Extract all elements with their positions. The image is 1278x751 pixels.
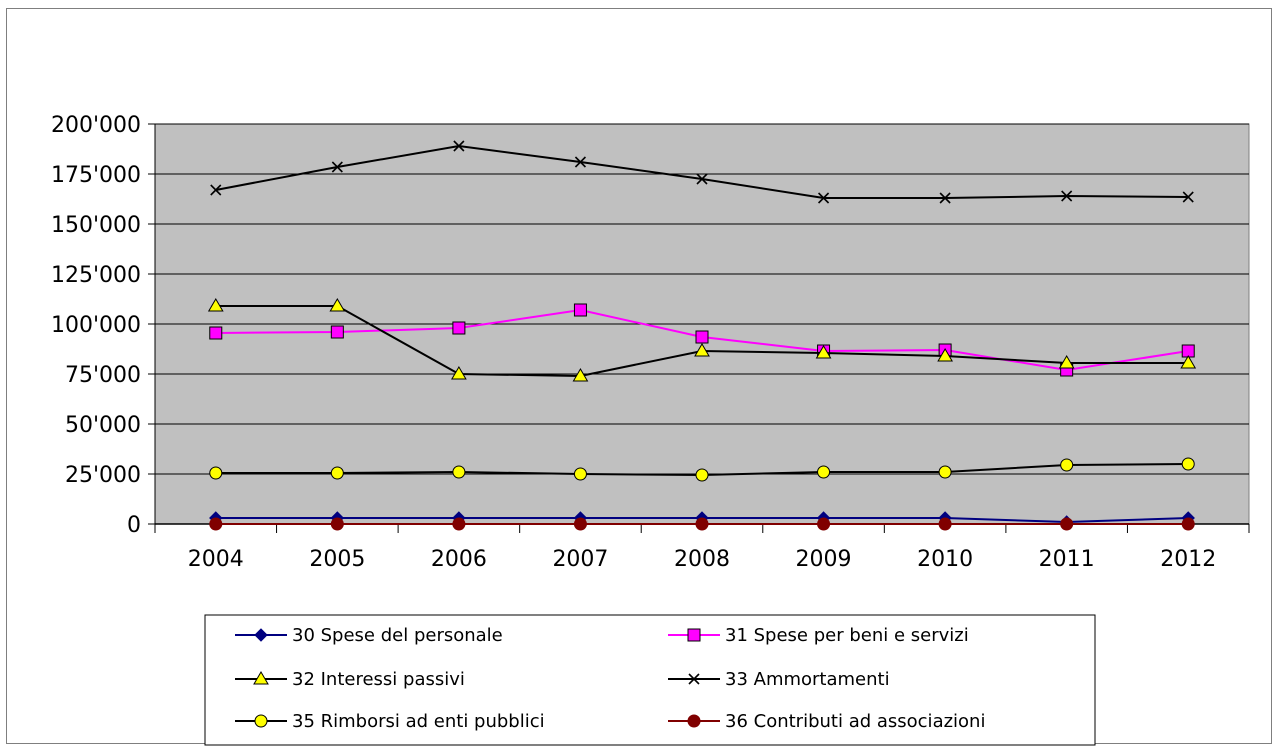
marker-stroke: [453, 140, 465, 152]
x-tick-label: 2008: [674, 547, 730, 572]
y-tick-label: 75'000: [65, 363, 141, 388]
marker-stroke: [210, 184, 222, 196]
series-group: [207, 140, 1197, 531]
y-tick-label: 100'000: [51, 313, 141, 338]
marker-stroke: [688, 673, 700, 685]
legend-marker: [254, 714, 268, 728]
marker-stroke: [696, 173, 708, 185]
data-point: [210, 184, 222, 196]
data-point: [452, 465, 466, 479]
x-tick-label: 2007: [552, 547, 608, 572]
legend-marker: [687, 628, 701, 642]
y-tick-label: 200'000: [51, 113, 141, 138]
data-point: [696, 173, 708, 185]
data-point: [1058, 355, 1075, 369]
series-3: [207, 298, 1197, 382]
gridlines: [155, 123, 1249, 475]
data-point: [817, 517, 831, 531]
series-6: [209, 517, 1195, 531]
data-point: [209, 326, 223, 340]
legend: 30 Spese del personale 31 Spese per beni …: [204, 614, 1096, 746]
data-point: [1180, 355, 1197, 369]
data-point: [573, 517, 587, 531]
data-point: [817, 192, 830, 204]
data-point: [1181, 457, 1195, 471]
series-5: [209, 457, 1195, 482]
y-tick-label: 150'000: [51, 213, 141, 238]
marker-stroke: [574, 156, 587, 168]
legend-box: [204, 614, 1096, 746]
data-point: [330, 325, 344, 339]
y-tick-labels: 0 25'000 50'000 75'000 100'000 125'000 150'000…: [51, 113, 141, 538]
legend-item: 35 Rimborsi ad enti pubblici: [235, 711, 545, 732]
data-point: [330, 517, 344, 531]
legend-marker: [254, 628, 268, 642]
data-point: [574, 156, 587, 168]
x-tick-label: 2009: [796, 547, 852, 572]
data-point: [817, 465, 831, 479]
data-point: [453, 140, 465, 152]
legend-item: 30 Spese del personale: [235, 625, 503, 646]
data-point: [452, 517, 466, 531]
y-tick-label: 175'000: [51, 163, 141, 188]
legend-item: 31 Spese per beni e servizi: [668, 625, 969, 646]
data-point: [1182, 191, 1194, 203]
data-point: [329, 298, 346, 312]
x-tick-labels: 2004 2005 2006 2007 2008 2009 2010 2011 2012: [188, 547, 1216, 572]
y-tick-label: 0: [127, 513, 141, 538]
data-point: [695, 468, 709, 482]
legend-label: 35 Rimborsi ad enti pubblici: [292, 711, 545, 732]
legend-marker: [688, 673, 700, 685]
data-point: [452, 321, 466, 335]
data-point: [451, 366, 467, 380]
legend-item: 33 Ammortamenti: [668, 669, 890, 690]
series-2: [209, 303, 1195, 377]
marker-stroke: [331, 161, 343, 173]
data-point: [1181, 517, 1195, 531]
data-point: [694, 343, 710, 357]
data-point: [331, 161, 343, 173]
legend-label: 31 Spese per beni e servizi: [725, 625, 969, 646]
marker-stroke: [1182, 191, 1194, 203]
x-tick-label: 2006: [431, 547, 487, 572]
data-point: [207, 298, 224, 312]
x-tick-label: 2010: [917, 547, 973, 572]
data-point: [1060, 517, 1074, 531]
y-tick-label: 25'000: [65, 463, 141, 488]
series-4: [210, 140, 1194, 204]
marker-stroke: [817, 192, 830, 204]
data-point: [209, 466, 223, 480]
legend-item: 32 Interessi passivi: [235, 669, 465, 690]
marker-stroke: [1061, 190, 1073, 202]
legend-item: 36 Contributi ad associazioni: [668, 711, 985, 732]
data-point: [938, 465, 952, 479]
data-point: [573, 303, 587, 317]
legend-label: 36 Contributi ad associazioni: [725, 711, 985, 732]
data-point: [209, 517, 223, 531]
y-tick-label: 50'000: [65, 413, 141, 438]
legend-label: 33 Ammortamenti: [725, 669, 890, 690]
legend-label: 30 Spese del personale: [292, 625, 503, 646]
data-point: [695, 517, 709, 531]
data-point: [695, 330, 709, 344]
data-point: [1061, 190, 1073, 202]
y-tick-label: 125'000: [51, 263, 141, 288]
data-point: [330, 466, 344, 480]
data-point: [572, 368, 589, 382]
x-tick-label: 2011: [1039, 547, 1095, 572]
data-point: [815, 345, 832, 359]
data-point: [573, 467, 587, 481]
x-tick-label: 2012: [1160, 547, 1216, 572]
x-tick-label: 2005: [309, 547, 365, 572]
legend-marker: [687, 714, 701, 728]
data-point: [938, 517, 952, 531]
x-tick-label: 2004: [188, 547, 244, 572]
legend-marker: [253, 671, 269, 685]
legend-label: 32 Interessi passivi: [292, 669, 465, 690]
data-point: [937, 348, 953, 362]
data-point: [1060, 458, 1074, 472]
data-point: [939, 192, 951, 204]
marker-stroke: [939, 192, 951, 204]
